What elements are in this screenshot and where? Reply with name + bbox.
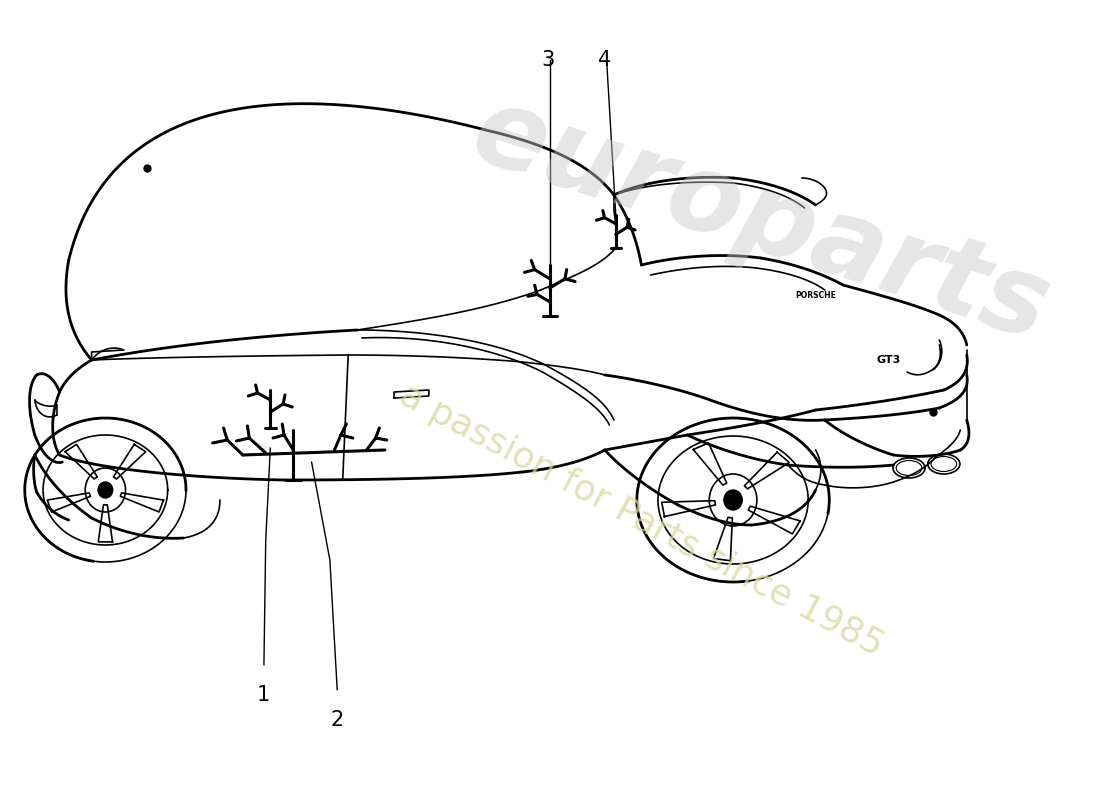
- Text: 3: 3: [541, 50, 554, 70]
- Text: 4: 4: [598, 50, 612, 70]
- Text: GT3: GT3: [877, 355, 901, 365]
- Circle shape: [724, 490, 743, 510]
- Text: 1: 1: [256, 685, 270, 705]
- Text: 2: 2: [331, 710, 344, 730]
- Text: PORSCHE: PORSCHE: [795, 290, 836, 299]
- Text: europarts: europarts: [460, 77, 1062, 363]
- Circle shape: [98, 482, 112, 498]
- Text: a passion for Parts since 1985: a passion for Parts since 1985: [394, 378, 889, 662]
